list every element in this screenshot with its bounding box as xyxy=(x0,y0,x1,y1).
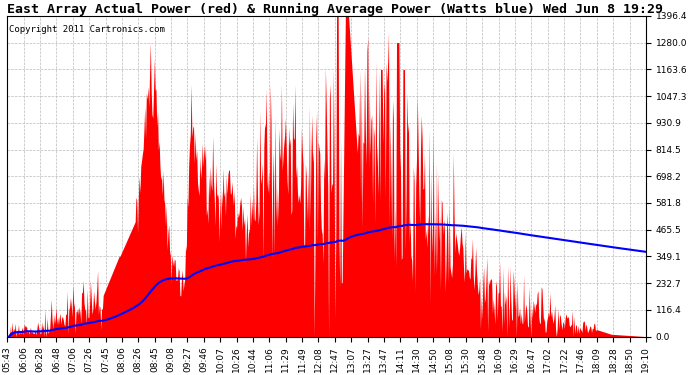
Text: Copyright 2011 Cartronics.com: Copyright 2011 Cartronics.com xyxy=(8,26,164,34)
Text: East Array Actual Power (red) & Running Average Power (Watts blue) Wed Jun 8 19:: East Array Actual Power (red) & Running … xyxy=(8,3,663,16)
